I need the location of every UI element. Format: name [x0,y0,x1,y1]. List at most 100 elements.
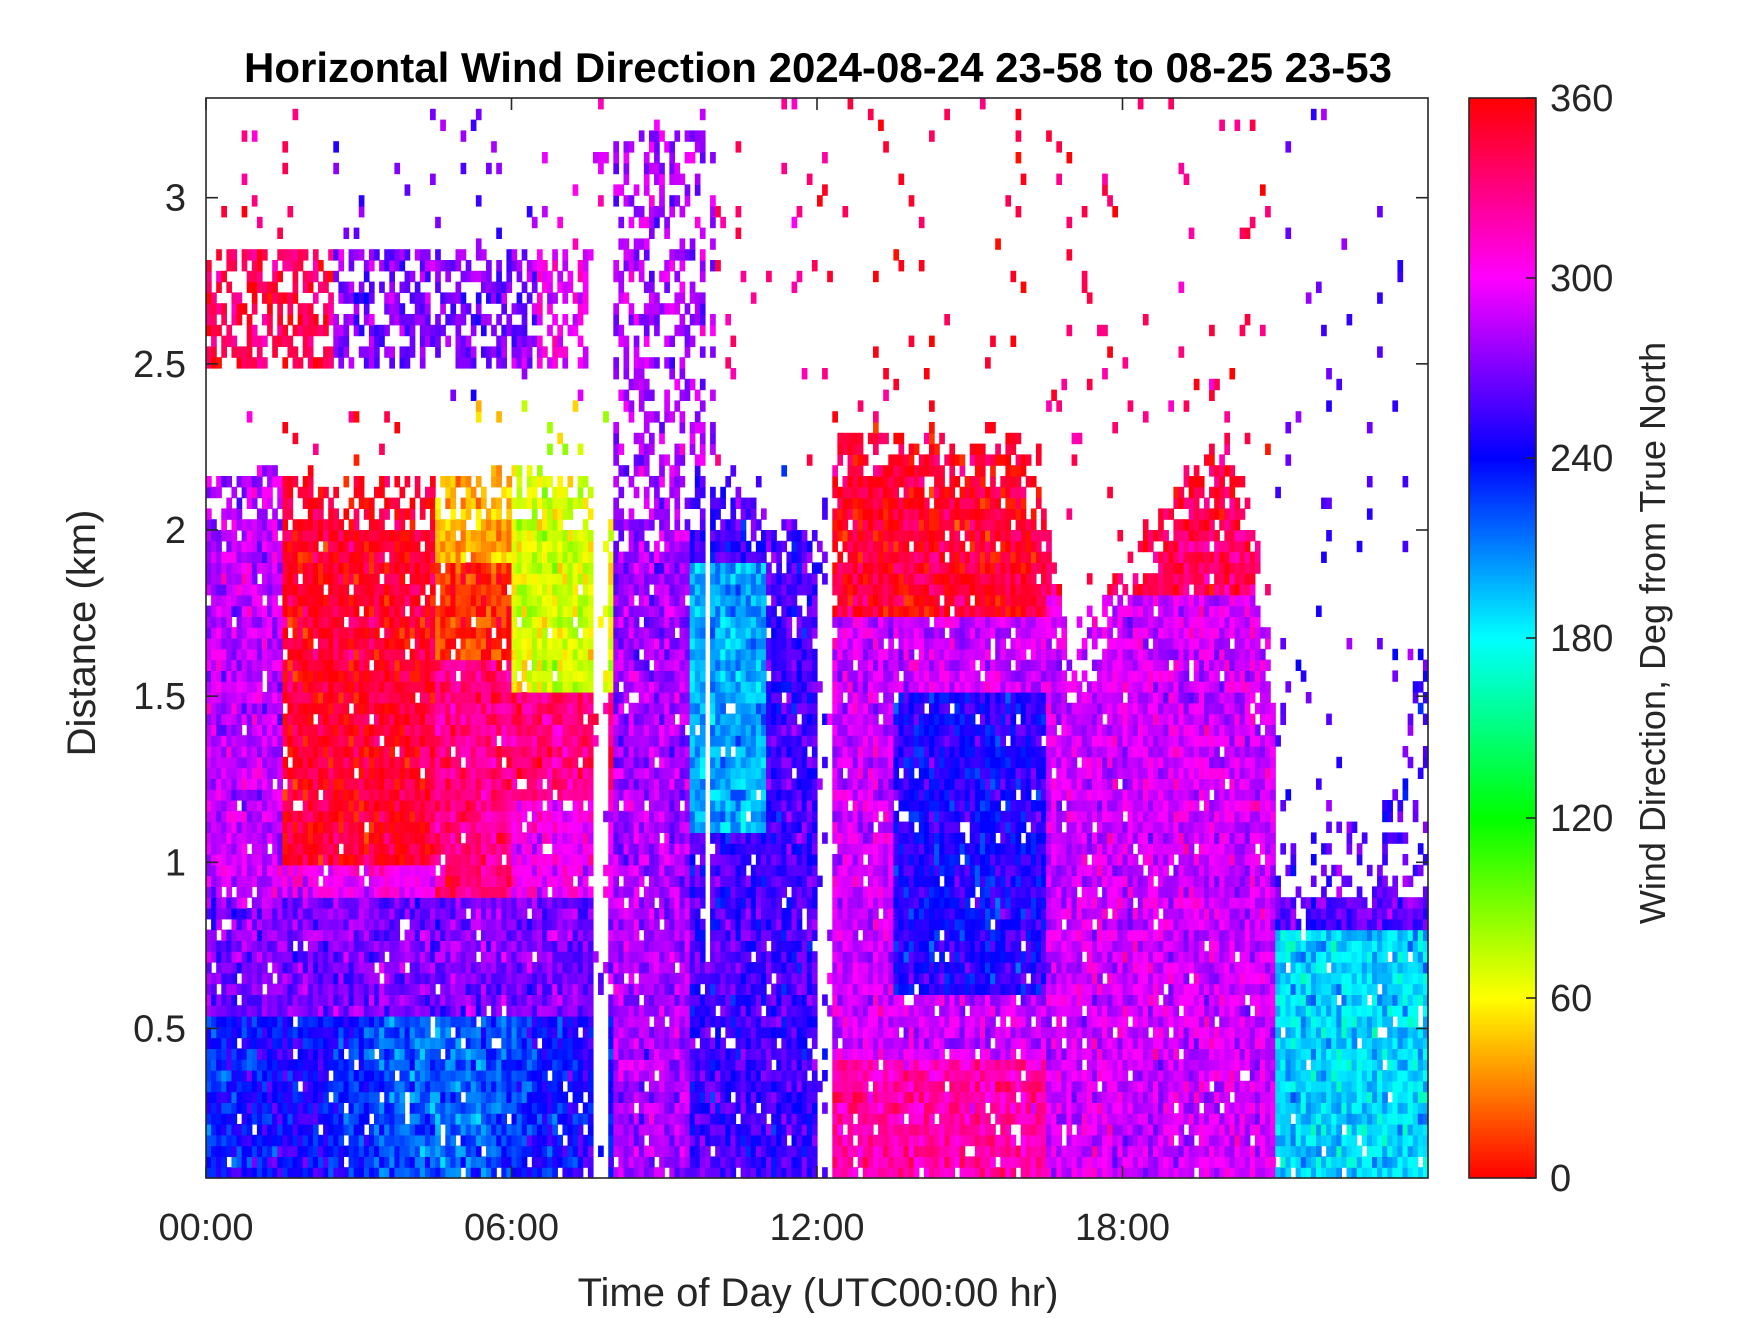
heatmap-cell [236,584,243,596]
heatmap-cell [567,702,574,715]
heatmap-cell [379,1145,385,1157]
heatmap-cell [226,1016,233,1028]
heatmap-cell [226,1059,233,1071]
heatmap-cell [292,778,299,790]
heatmap-cell [297,735,304,747]
heatmap-cell [445,875,451,887]
heatmap-cell [384,1037,390,1049]
heatmap-cell [287,1016,294,1028]
heatmap-cell [246,681,253,693]
heatmap-cell [318,681,324,693]
heatmap-cell [328,1016,334,1028]
heatmap-cell [562,767,569,779]
heatmap-cell [363,1113,370,1125]
heatmap-cell [221,810,227,823]
heatmap-cell [231,1070,238,1082]
heatmap-cell [455,702,462,715]
heatmap-cell [424,605,431,617]
heatmap-cell [333,659,339,671]
heatmap-cell [236,864,243,877]
heatmap-cell [470,972,477,985]
heatmap-cell [312,616,319,628]
heatmap-cell [368,843,375,855]
heatmap-cell [231,648,238,661]
heatmap-cell [445,778,451,790]
heatmap-cell [282,692,289,704]
heatmap-cell [450,497,457,509]
heatmap-cell [455,1080,462,1093]
heatmap-cell [318,1059,324,1071]
heatmap-cell [521,832,528,844]
heatmap-cell [480,605,487,617]
heatmap-cell [236,508,243,520]
heatmap-cell [526,1080,533,1093]
heatmap-cell [328,843,334,855]
heatmap-cell [211,519,217,531]
heatmap-cell [536,659,543,671]
heatmap-cell [404,843,411,855]
heatmap-cell [282,918,289,931]
heatmap-cell [506,962,513,974]
heatmap-cell [409,605,416,617]
heatmap-cell [262,486,268,499]
heatmap-cell [389,875,395,887]
heatmap-cell [226,929,233,941]
heatmap-cell [256,281,263,293]
heatmap-cell [440,540,446,553]
heatmap-cell [328,530,334,542]
heatmap-cell [333,746,339,758]
heatmap-cell [318,756,324,769]
heatmap-cell [536,573,543,585]
heatmap-cell [348,1005,355,1017]
heatmap-cell [256,767,263,779]
heatmap-cell [328,1113,334,1125]
heatmap-cell [409,886,416,898]
heatmap-cell [211,713,217,725]
heatmap-cell [435,1113,441,1125]
heatmap-cell [358,918,365,931]
heatmap-cell [292,713,299,725]
heatmap-cell [312,1102,319,1114]
heatmap-cell [226,789,233,801]
heatmap-cell [409,692,416,704]
heatmap-cell [491,875,497,887]
heatmap-cell [435,519,441,531]
heatmap-cell [424,800,431,812]
heatmap-cell [353,1124,360,1136]
heatmap-cell [480,864,487,877]
heatmap-cell [216,918,222,931]
heatmap-cell [262,1005,268,1017]
heatmap-cell [282,735,289,747]
heatmap-cell [221,756,227,769]
heatmap-cell [547,1156,553,1168]
heatmap-cell [236,832,243,844]
heatmap-cell [552,875,558,887]
heatmap-cell [231,972,238,985]
heatmap-cell [501,843,508,855]
heatmap-cell [358,962,365,974]
heatmap-cell [251,1167,258,1179]
heatmap-cell [486,260,492,272]
heatmap-cell [348,292,355,304]
heatmap-cell [460,821,467,833]
heatmap-cell [491,854,497,866]
heatmap-cell [501,303,508,315]
heatmap-cell [389,929,395,941]
heatmap-cell [516,486,523,499]
heatmap-cell [272,886,278,898]
heatmap-cell [216,735,222,747]
heatmap-cell [480,638,487,650]
heatmap-cell [491,1048,497,1060]
heatmap-cell [262,713,268,725]
heatmap-cell [526,335,533,347]
heatmap-cell [236,1026,243,1039]
heatmap-cell [287,206,294,218]
heatmap-cell [374,951,380,963]
heatmap-cell [450,994,457,1006]
heatmap-cell [430,1091,436,1103]
heatmap-cell [368,724,375,736]
heatmap-cell [389,864,395,877]
heatmap-cell [302,1005,309,1017]
heatmap-cell [547,1080,553,1093]
heatmap-cell [511,681,518,693]
